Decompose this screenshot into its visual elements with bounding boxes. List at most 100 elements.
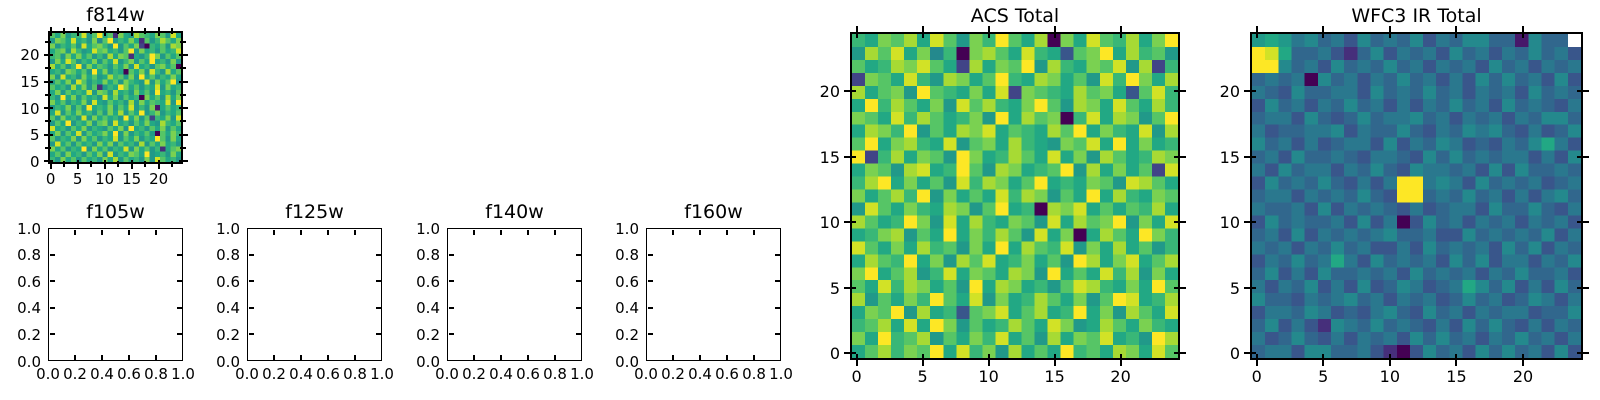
tick-label: 0.2 — [416, 325, 440, 344]
tick-mark — [45, 67, 51, 70]
tick-mark — [1455, 354, 1458, 366]
tick-mark — [43, 160, 53, 163]
heatmap-image-wfc3-ir-total — [1252, 34, 1581, 358]
tick-label: 0.0 — [615, 352, 639, 371]
tick-mark — [672, 354, 674, 360]
plot-area-f125w — [247, 228, 382, 361]
tick-label: 1.0 — [370, 365, 394, 383]
plot-area-f160w — [646, 228, 781, 361]
tick-mark — [49, 26, 52, 36]
tick-mark — [774, 280, 780, 283]
tick-mark — [844, 286, 856, 289]
tick-label: 10 — [1219, 213, 1240, 233]
tick-label: 0.4 — [416, 299, 440, 318]
tick-mark — [90, 28, 93, 34]
tick-mark — [774, 333, 780, 336]
tick-mark — [1577, 352, 1589, 355]
tick-mark — [844, 221, 856, 224]
tick-label: 0.6 — [615, 272, 639, 291]
tick-mark — [1119, 26, 1122, 38]
tick-label: 1.0 — [216, 219, 240, 238]
tick-mark — [354, 354, 356, 360]
tick-label: 0.8 — [615, 246, 639, 265]
tick-mark — [327, 354, 329, 360]
tick-mark — [176, 280, 182, 283]
tick-mark — [180, 67, 186, 70]
tick-mark — [176, 306, 182, 309]
tick-mark — [473, 354, 475, 360]
tick-mark — [248, 306, 254, 309]
tick-mark — [647, 333, 653, 336]
tick-mark — [76, 26, 79, 36]
tick-mark — [273, 354, 275, 360]
tick-mark — [1244, 155, 1256, 158]
tick-mark — [554, 229, 556, 235]
tick-mark — [128, 229, 130, 235]
tick-mark — [726, 354, 728, 360]
tick-label: 0.4 — [289, 365, 313, 383]
tick-label: 0.2 — [216, 325, 240, 344]
tick-label: 0.2 — [262, 365, 286, 383]
tick-mark — [43, 133, 53, 136]
tick-mark — [180, 93, 186, 96]
tick-mark — [178, 107, 188, 110]
tick-mark — [1174, 352, 1186, 355]
tick-mark — [1174, 286, 1186, 289]
tick-label: 0.0 — [634, 365, 658, 383]
tick-label: 0 — [1229, 344, 1240, 364]
tick-mark — [921, 26, 924, 38]
tick-label: 5 — [1318, 367, 1329, 386]
tick-mark — [448, 253, 454, 256]
tick-label: 0.0 — [36, 365, 60, 383]
tick-mark — [448, 306, 454, 309]
tick-mark — [753, 354, 755, 360]
tick-mark — [43, 53, 53, 56]
tick-mark — [1174, 221, 1186, 224]
heatmap-image-f814w — [50, 33, 181, 162]
tick-mark — [1053, 26, 1056, 38]
tick-mark — [1244, 90, 1256, 93]
tick-mark — [157, 26, 160, 36]
tick-label: 1.0 — [416, 219, 440, 238]
tick-label: 0.8 — [216, 246, 240, 265]
tick-label: 10 — [95, 169, 115, 188]
tick-label: 0.2 — [63, 365, 87, 383]
tick-label: 0 — [45, 169, 56, 188]
tick-mark — [273, 229, 275, 235]
tick-mark — [1322, 26, 1325, 38]
subplot-title-wfc3-ir-total: WFC3 IR Total — [1351, 5, 1482, 27]
tick-mark — [1577, 221, 1589, 224]
tick-mark — [171, 161, 174, 167]
tick-mark — [575, 253, 581, 256]
tick-mark — [987, 26, 990, 38]
tick-mark — [248, 253, 254, 256]
tick-mark — [1053, 354, 1056, 366]
tick-mark — [1255, 354, 1258, 366]
tick-mark — [647, 306, 653, 309]
tick-label: 20 — [1219, 82, 1240, 102]
tick-mark — [43, 107, 53, 110]
tick-label: 0.2 — [615, 325, 639, 344]
tick-mark — [1388, 354, 1391, 366]
tick-label: 0 — [851, 367, 862, 386]
tick-label: 10 — [819, 213, 840, 233]
tick-label: 15 — [819, 147, 840, 167]
tick-label: 1.0 — [615, 219, 639, 238]
tick-mark — [1577, 286, 1589, 289]
tick-mark — [180, 147, 186, 150]
tick-mark — [1455, 26, 1458, 38]
tick-label: 0.0 — [435, 365, 459, 383]
tick-label: 5 — [1229, 278, 1240, 298]
tick-mark — [49, 333, 55, 336]
plot-area-acs-total — [850, 32, 1180, 360]
tick-label: 0.4 — [216, 299, 240, 318]
tick-mark — [699, 354, 701, 360]
tick-label: 0.0 — [216, 352, 240, 371]
tick-label: 5 — [829, 278, 840, 298]
tick-label: 0 — [1251, 367, 1262, 386]
tick-mark — [101, 354, 103, 360]
subplot-title-acs-total: ACS Total — [970, 5, 1060, 27]
tick-mark — [176, 333, 182, 336]
tick-mark — [753, 229, 755, 235]
tick-mark — [1577, 155, 1589, 158]
